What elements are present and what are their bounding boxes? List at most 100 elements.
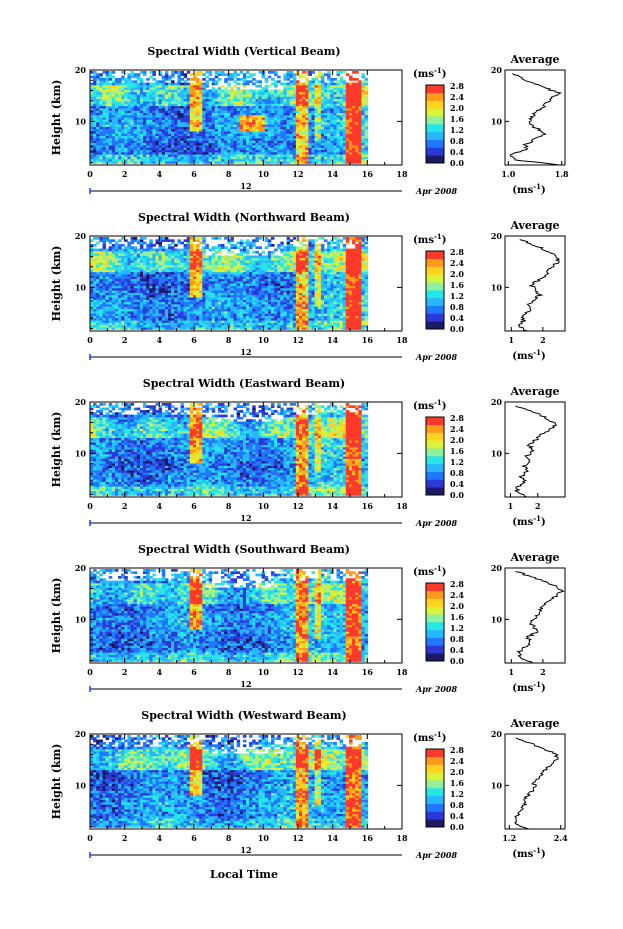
heatmap-cell — [267, 138, 272, 141]
heatmap-cell — [130, 304, 135, 307]
heatmap-cell — [283, 124, 287, 127]
heatmap-cell — [299, 103, 303, 107]
heatmap-cell — [211, 78, 216, 81]
heatmap-cell — [146, 121, 150, 125]
heatmap-cell — [299, 110, 303, 113]
heatmap-cell — [161, 253, 166, 256]
heatmap-cell — [239, 149, 244, 153]
heatmap-cell — [302, 110, 306, 113]
heatmap-cell — [143, 274, 147, 277]
heatmap-cell — [111, 103, 116, 107]
heatmap-cell — [299, 147, 303, 150]
heatmap-cell — [102, 280, 106, 284]
heatmap-cell — [90, 311, 94, 314]
heatmap-cell — [208, 149, 213, 153]
heatmap-cell — [280, 121, 284, 125]
heatmap-cell — [289, 154, 294, 157]
heatmap-cell — [327, 158, 331, 162]
heatmap-cell — [364, 91, 369, 95]
heatmap-cell — [152, 91, 156, 95]
heatmap-cell — [121, 78, 125, 81]
heatmap-cell — [349, 110, 353, 113]
heatmap-cell — [108, 290, 113, 293]
heatmap-cell — [286, 149, 291, 153]
heatmap-cell — [258, 91, 262, 95]
heatmap-cell — [139, 239, 144, 242]
heatmap-cell — [214, 255, 219, 259]
heatmap-cell — [96, 237, 100, 240]
heatmap-cell — [189, 98, 194, 102]
heatmap-cell — [227, 131, 231, 134]
heatmap-cell — [133, 271, 138, 275]
heatmap-cell — [196, 313, 200, 316]
heatmap-cell — [246, 142, 250, 146]
heatmap-cell — [211, 103, 216, 107]
heatmap-cell — [177, 327, 181, 330]
heatmap-cell — [208, 105, 213, 109]
heatmap-cell — [211, 126, 216, 130]
heatmap-cell — [180, 269, 184, 273]
heatmap-cell — [143, 147, 147, 150]
heatmap-cell — [221, 71, 225, 74]
heatmap-cell — [333, 87, 337, 90]
heatmap-cell — [283, 140, 287, 144]
heatmap-cell — [164, 71, 169, 74]
heatmap-cell — [202, 78, 206, 81]
heatmap-cell — [202, 241, 206, 245]
heatmap-cell — [164, 315, 169, 319]
heatmap-cell — [258, 89, 262, 93]
heatmap-cell — [102, 147, 106, 150]
heatmap-cell — [90, 324, 94, 328]
heatmap-cell — [164, 89, 169, 93]
heatmap-cell — [149, 94, 153, 97]
heatmap-cell — [196, 308, 200, 312]
heatmap-cell — [124, 322, 128, 326]
heatmap-cell — [283, 96, 287, 100]
heatmap-cell — [168, 75, 172, 79]
heatmap-cell — [205, 154, 209, 157]
heatmap-cell — [211, 260, 216, 263]
heatmap-cell — [99, 133, 103, 137]
heatmap-cell — [102, 84, 106, 88]
heatmap-cell — [221, 320, 225, 323]
heatmap-cell — [246, 94, 250, 97]
heatmap-cell — [255, 89, 259, 93]
heatmap-cell — [286, 84, 291, 88]
heatmap-cell — [152, 267, 156, 270]
heatmap-cell — [199, 280, 203, 284]
heatmap-cell — [205, 313, 209, 316]
heatmap-cell — [158, 250, 163, 254]
heatmap-cell — [186, 250, 191, 254]
heatmap-cell — [193, 276, 197, 279]
heatmap-cell — [352, 140, 356, 144]
heatmap-cell — [164, 124, 169, 127]
heatmap-cell — [252, 149, 256, 153]
heatmap-cell — [211, 237, 216, 240]
heatmap-cell — [261, 87, 266, 90]
heatmap-cell — [90, 280, 94, 284]
heatmap-cell — [339, 154, 344, 157]
heatmap-cell — [277, 112, 281, 116]
heatmap-cell — [311, 78, 315, 81]
x-tick-label: 8 — [226, 169, 232, 179]
heatmap-cell — [320, 151, 325, 155]
heatmap-cell — [255, 151, 259, 155]
heatmap-cell — [180, 267, 184, 270]
heatmap-cell — [115, 246, 119, 249]
heatmap-cell — [99, 121, 103, 125]
heatmap-cell — [249, 131, 253, 134]
heatmap-cell — [327, 114, 331, 118]
heatmap-cell — [208, 315, 213, 319]
heatmap-cell — [177, 133, 181, 137]
heatmap-cell — [327, 96, 331, 100]
heatmap-cell — [193, 91, 197, 95]
heatmap-cell — [108, 75, 113, 79]
heatmap-cell — [292, 89, 297, 93]
heatmap-cell — [355, 96, 359, 100]
heatmap-cell — [186, 267, 191, 270]
heatmap-cell — [295, 147, 300, 150]
heatmap-cell — [339, 140, 344, 144]
heatmap-cell — [199, 108, 203, 111]
heatmap-cell — [93, 317, 97, 321]
heatmap-cell — [105, 138, 110, 141]
